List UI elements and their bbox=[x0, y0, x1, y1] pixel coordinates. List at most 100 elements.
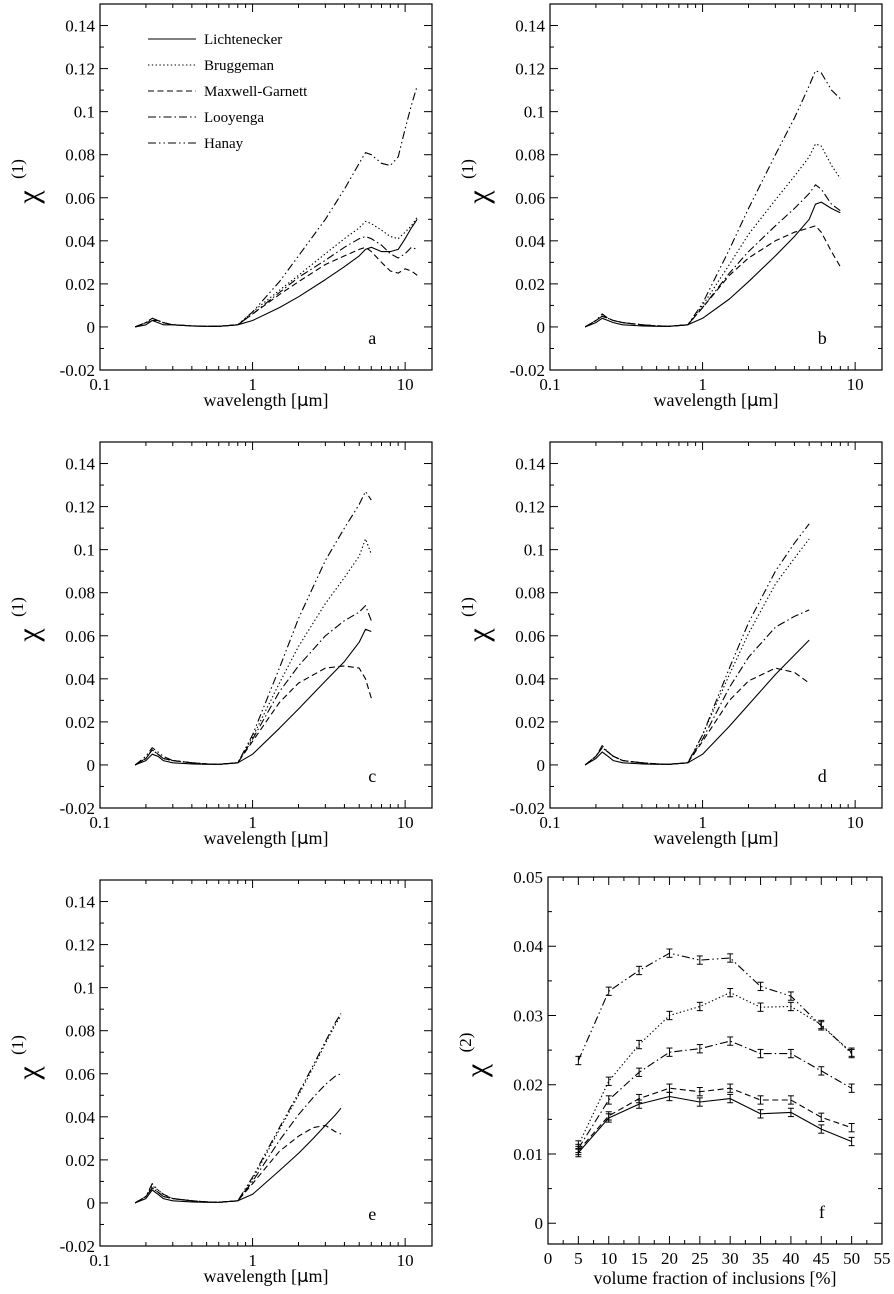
y-tick-label: 0.04 bbox=[65, 232, 95, 251]
series-line-looyenga bbox=[584, 609, 810, 766]
error-bar bbox=[727, 987, 734, 998]
series-line-maxwell-garnett bbox=[584, 225, 841, 328]
x-tick-label: 10 bbox=[397, 813, 414, 832]
error-bar bbox=[757, 1048, 764, 1059]
error-bar bbox=[727, 1036, 734, 1046]
plot-frame-a bbox=[99, 3, 433, 371]
y-axis-label: χ (2) bbox=[456, 1033, 493, 1079]
x-axis-label: wavelength [μm] bbox=[204, 390, 329, 411]
x-tick-label: 35 bbox=[752, 1249, 769, 1268]
x-axis-label: volume fraction of inclusions [%] bbox=[594, 1268, 837, 1288]
x-tick-label: 10 bbox=[847, 375, 864, 394]
x-axis-label-part: wavelength [ bbox=[204, 390, 297, 410]
error-bar bbox=[757, 1109, 764, 1119]
y-tick-label: 0.02 bbox=[515, 275, 545, 294]
plot-frame-c bbox=[99, 441, 433, 809]
error-bar bbox=[848, 1083, 855, 1093]
x-tick-label: 0.1 bbox=[89, 375, 110, 394]
x-tick-label: 0.1 bbox=[89, 1251, 110, 1270]
error-bar bbox=[787, 1107, 794, 1118]
error-bar bbox=[575, 1143, 582, 1154]
error-bar bbox=[818, 1066, 825, 1076]
legend: Lichtenecker Bruggeman Maxwell-Garnett Looy… bbox=[148, 32, 308, 152]
error-bar bbox=[787, 1048, 794, 1059]
error-bar bbox=[696, 1044, 703, 1054]
x-tick-label: 40 bbox=[782, 1249, 799, 1268]
x-axis-label-mu: μ bbox=[297, 828, 309, 849]
series-line-maxwell-garnett bbox=[134, 1124, 342, 1204]
error-bar bbox=[848, 1123, 855, 1133]
panel-a: -0.02 0 0.02 0.04 0.06 0.08 0.1 0.12 0.14 0.1 1 10 w… bbox=[8, 3, 433, 411]
y-tick-label: 0.02 bbox=[65, 1151, 95, 1170]
series-line-bruggeman bbox=[134, 216, 418, 328]
y-tick-label: 0.05 bbox=[513, 868, 543, 887]
series-line-hanay bbox=[584, 523, 810, 766]
x-axis-label-mu: μ bbox=[297, 390, 309, 411]
y-tick-label: 0.12 bbox=[515, 498, 545, 517]
y-tick-label: 0.08 bbox=[515, 584, 545, 603]
x-axis-label-part: m] bbox=[758, 828, 778, 848]
x-tick-label: 1 bbox=[698, 375, 707, 394]
legend-label: Maxwell-Garnett bbox=[204, 84, 308, 100]
y-tick-label: -0.02 bbox=[510, 799, 545, 818]
y-tick-label: 0.08 bbox=[65, 146, 95, 165]
y-axis-label: χ (1) bbox=[8, 1035, 45, 1081]
x-tick-label: 1 bbox=[248, 1251, 257, 1270]
x-axis-label: wavelength [μm] bbox=[204, 828, 329, 849]
panel-f: 0 0.01 0.02 0.03 0.04 0.05 0 5 10 15 20 25 30 35 40 45 5… bbox=[456, 868, 891, 1288]
error-bar bbox=[696, 955, 703, 965]
error-bar bbox=[727, 953, 734, 963]
x-axis-label-part: m] bbox=[758, 390, 778, 410]
y-tick-label: 0.08 bbox=[65, 584, 95, 603]
error-bar bbox=[848, 1136, 855, 1147]
y-tick-label: 0.02 bbox=[515, 713, 545, 732]
y-tick-label: 0.08 bbox=[515, 146, 545, 165]
y-tick-label: 0 bbox=[535, 1214, 544, 1233]
y-axis-superscript: (1) bbox=[458, 597, 477, 617]
error-bar bbox=[636, 965, 643, 976]
y-axis-label: χ (1) bbox=[458, 597, 495, 643]
legend-label: Bruggeman bbox=[204, 58, 274, 74]
series-line-lichtenecker bbox=[584, 201, 841, 328]
panel-label: d bbox=[818, 766, 827, 786]
x-axis-label-part: wavelength [ bbox=[204, 828, 297, 848]
x-tick-label: 50 bbox=[843, 1249, 860, 1268]
y-tick-label: 0.1 bbox=[524, 103, 545, 122]
y-tick-label: 0.12 bbox=[65, 498, 95, 517]
x-axis-label-mu: μ bbox=[747, 390, 759, 411]
error-bar bbox=[787, 1001, 794, 1012]
panel-label: e bbox=[368, 1204, 376, 1224]
y-tick-label: -0.02 bbox=[60, 799, 95, 818]
legend-label: Looyenga bbox=[204, 110, 264, 126]
y-tick-label: -0.02 bbox=[510, 361, 545, 380]
x-axis-label-part: m] bbox=[308, 1266, 328, 1286]
y-tick-label: -0.02 bbox=[60, 361, 95, 380]
error-bar bbox=[727, 1093, 734, 1104]
x-axis-label-mu: μ bbox=[297, 1266, 309, 1287]
series-line-bruggeman bbox=[134, 1015, 342, 1204]
error-bar bbox=[666, 948, 673, 958]
panel-e: -0.02 0 0.02 0.04 0.06 0.08 0.1 0.12 0.14 0.1 1 10 w… bbox=[8, 879, 433, 1287]
error-bar bbox=[605, 1095, 612, 1105]
error-bar bbox=[575, 1055, 582, 1066]
error-bar bbox=[757, 1095, 764, 1105]
plot-frame-d bbox=[549, 441, 883, 809]
y-tick-label: 0.06 bbox=[65, 1065, 95, 1084]
panel-c: -0.02 0 0.02 0.04 0.06 0.08 0.1 0.12 0.14 0.1 1 10 w… bbox=[8, 441, 433, 849]
legend-label: Lichtenecker bbox=[204, 32, 282, 48]
error-bar bbox=[818, 1124, 825, 1134]
panel-label: f bbox=[819, 1202, 825, 1222]
series-line-bruggeman bbox=[134, 538, 372, 766]
y-tick-label: 0 bbox=[537, 756, 546, 775]
error-bar bbox=[666, 1083, 673, 1093]
series-line-looyenga bbox=[134, 235, 418, 328]
x-tick-label: 25 bbox=[691, 1249, 708, 1268]
panel-b: -0.02 0 0.02 0.04 0.06 0.08 0.1 0.12 0.14 0.1 1 10 w… bbox=[458, 3, 883, 411]
series-line-lichtenecker bbox=[577, 1095, 852, 1153]
series-line-hanay bbox=[134, 490, 372, 766]
y-tick-label: 0.04 bbox=[515, 670, 545, 689]
x-tick-label: 10 bbox=[600, 1249, 617, 1268]
y-tick-label: 0.12 bbox=[65, 936, 95, 955]
error-bar bbox=[787, 991, 794, 1001]
